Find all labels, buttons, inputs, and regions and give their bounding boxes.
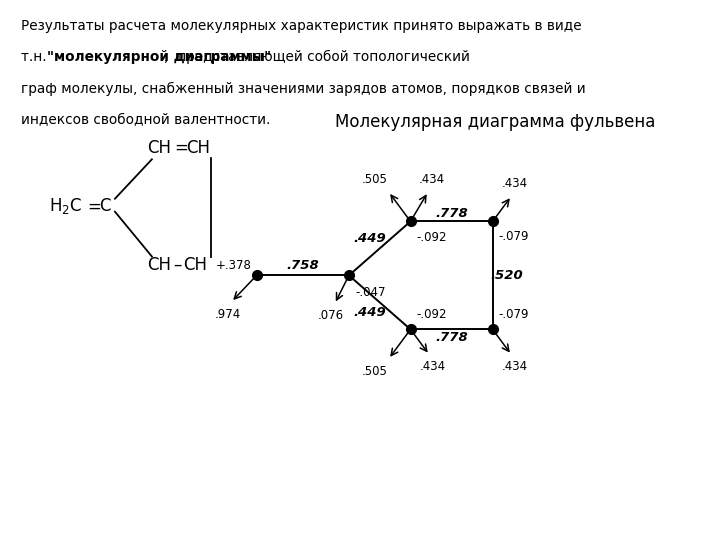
- Text: –: –: [173, 255, 181, 274]
- Text: CH: CH: [147, 255, 171, 274]
- Text: .758: .758: [287, 259, 319, 272]
- Text: .434: .434: [502, 178, 528, 191]
- Text: =: =: [174, 139, 189, 157]
- Text: .778: .778: [435, 207, 468, 220]
- Text: CH: CH: [184, 255, 207, 274]
- Text: .505: .505: [361, 364, 387, 377]
- Text: .076: .076: [318, 309, 344, 322]
- Text: "молекулярной диаграммы": "молекулярной диаграммы": [47, 50, 271, 64]
- Text: .778: .778: [435, 331, 468, 344]
- Text: .434: .434: [420, 360, 446, 373]
- Text: .449: .449: [353, 306, 386, 319]
- Text: -.079: -.079: [499, 308, 529, 321]
- Text: .434: .434: [502, 360, 528, 373]
- Text: .974: .974: [215, 307, 241, 321]
- Text: H$_2$C: H$_2$C: [49, 196, 83, 217]
- Text: т.н.: т.н.: [21, 50, 50, 64]
- Text: .434: .434: [418, 173, 445, 186]
- Text: Результаты расчета молекулярных характеристик принято выражать в виде: Результаты расчета молекулярных характер…: [21, 19, 581, 33]
- Text: индексов свободной валентности.: индексов свободной валентности.: [21, 113, 270, 127]
- Text: CH: CH: [186, 139, 210, 157]
- Text: .520: .520: [490, 269, 523, 282]
- Text: .449: .449: [353, 232, 386, 245]
- Text: -.092: -.092: [417, 231, 447, 244]
- Text: =: =: [88, 197, 102, 215]
- Text: ,  представляющей собой топологический: , представляющей собой топологический: [164, 50, 470, 64]
- Text: CH: CH: [147, 139, 171, 157]
- Text: -.079: -.079: [499, 230, 529, 243]
- Text: C: C: [99, 197, 111, 215]
- Text: .505: .505: [361, 173, 387, 186]
- Text: -.092: -.092: [417, 308, 447, 321]
- Text: -.047: -.047: [356, 286, 387, 299]
- Text: Молекулярная диаграмма фульвена: Молекулярная диаграмма фульвена: [336, 113, 656, 131]
- Text: граф молекулы, снабженный значениями зарядов атомов, порядков связей и: граф молекулы, снабженный значениями зар…: [21, 82, 585, 96]
- Text: +.378: +.378: [215, 259, 251, 272]
